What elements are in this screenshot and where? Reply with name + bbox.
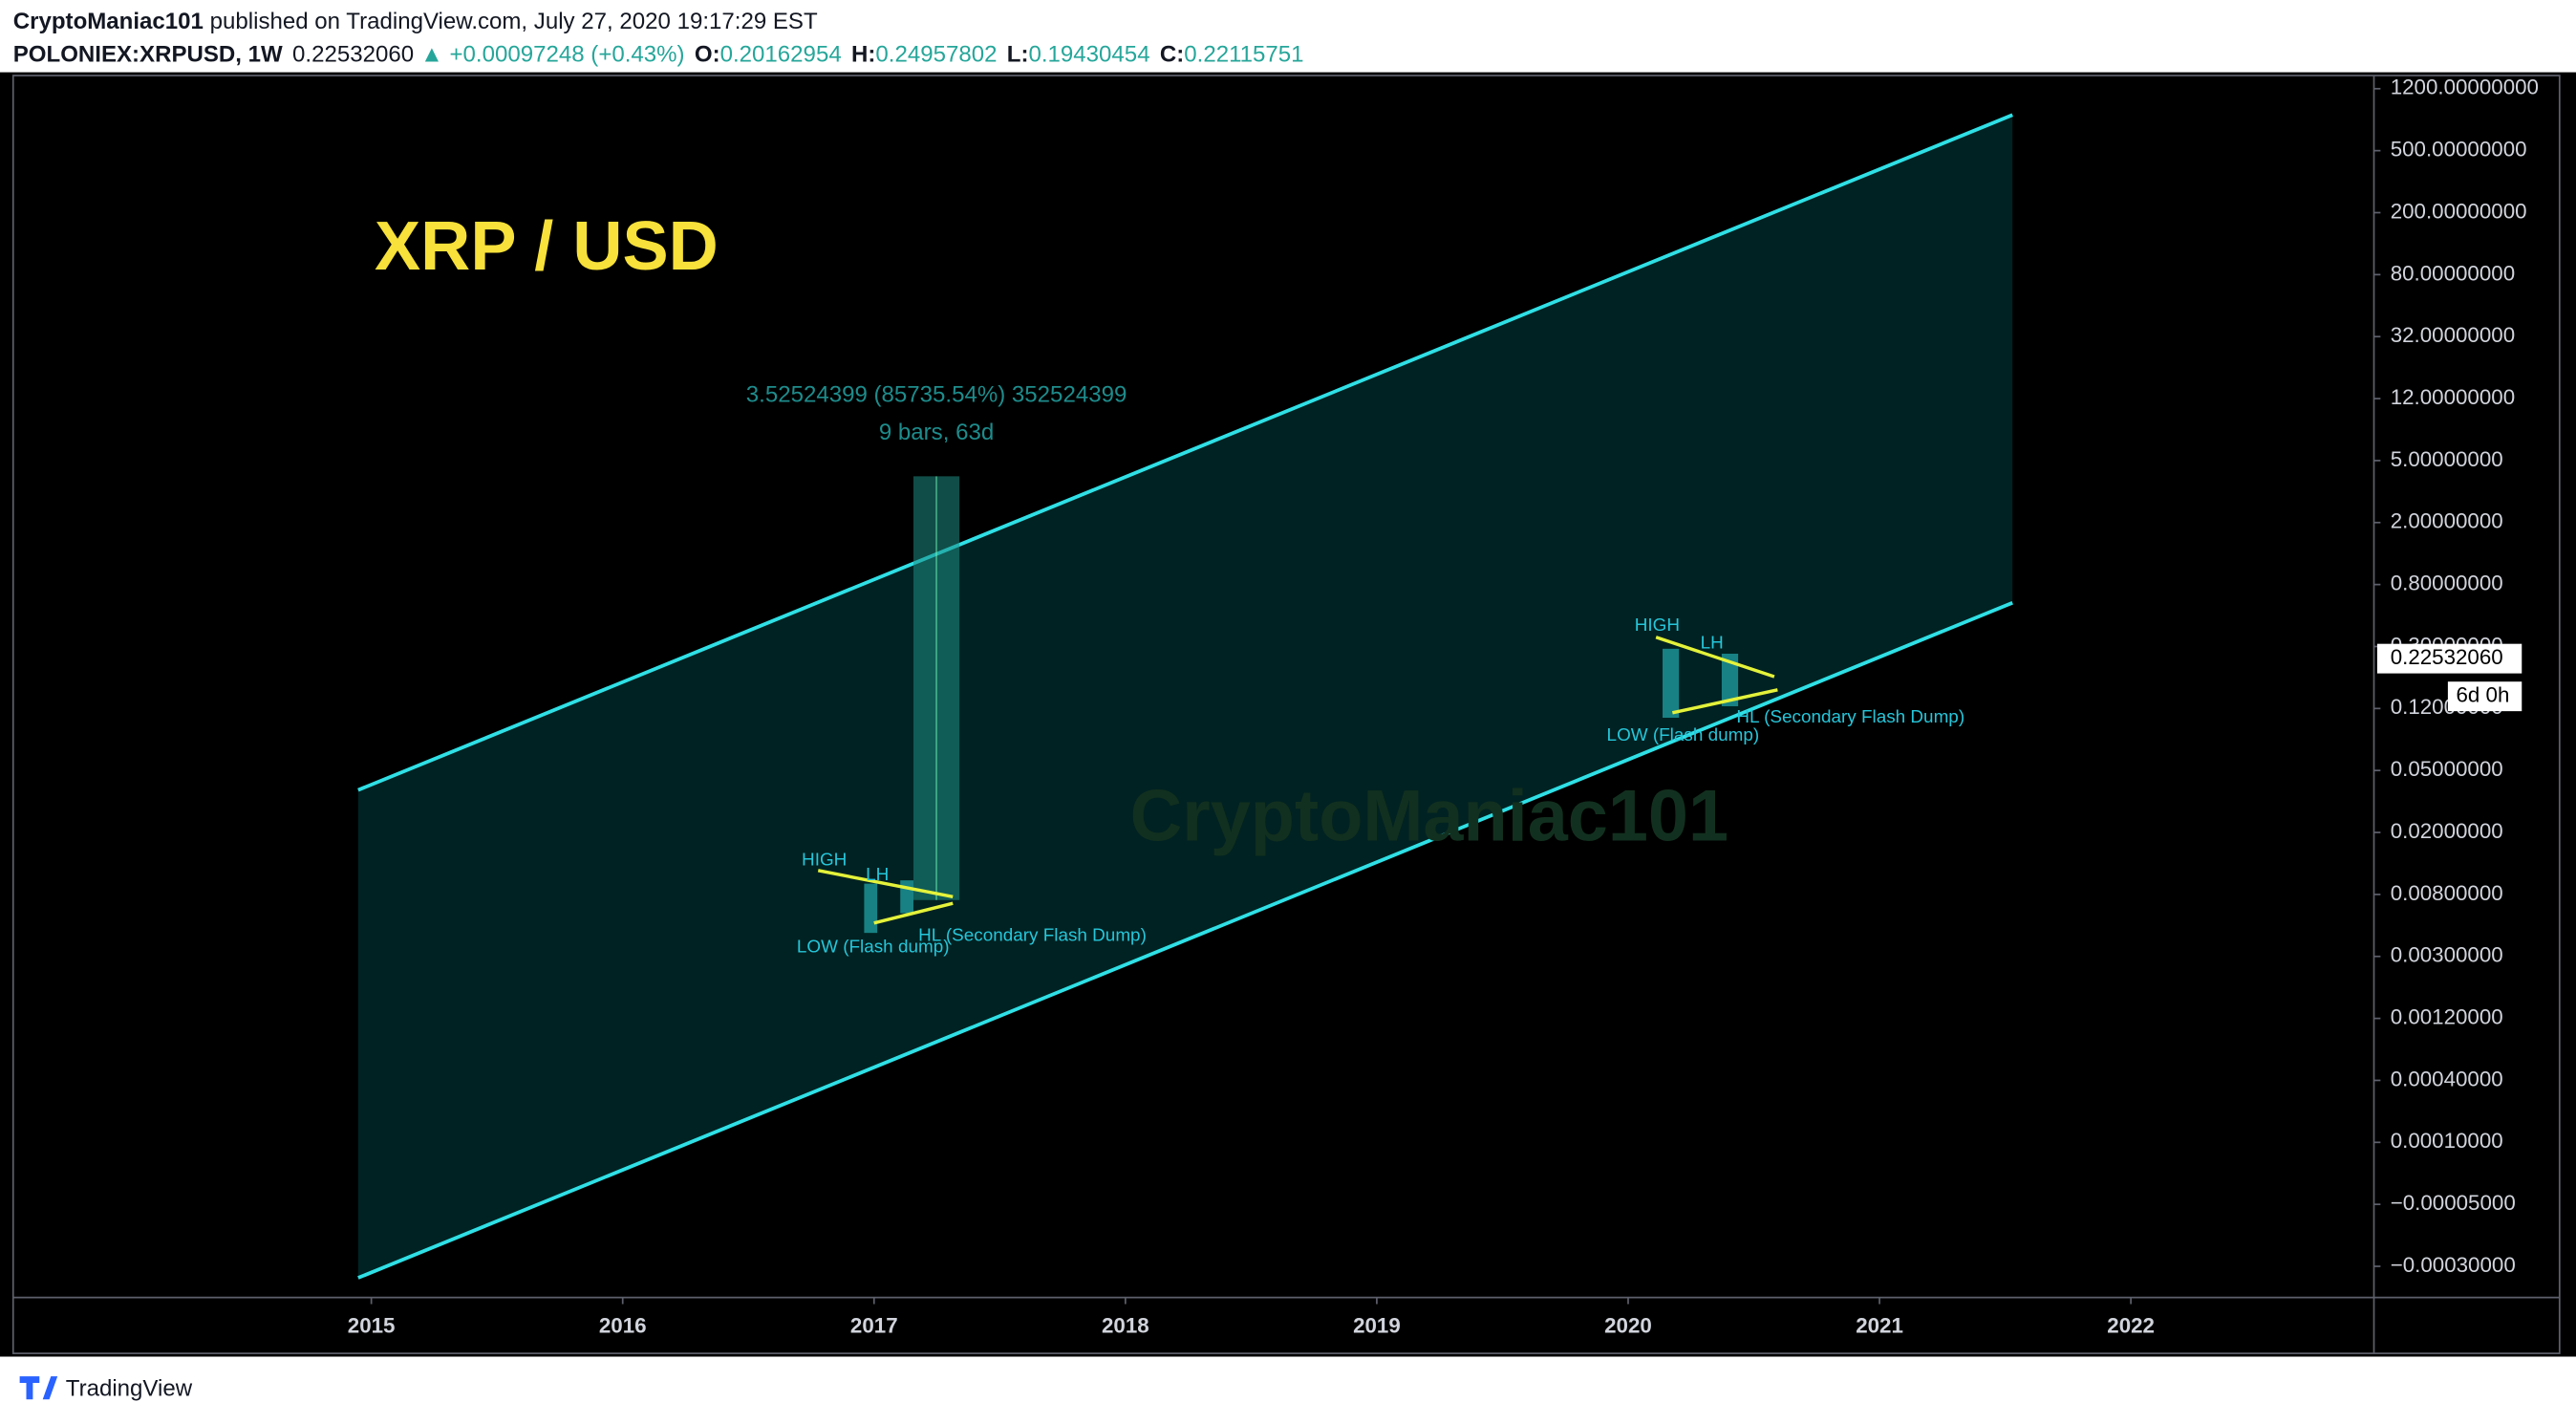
y-tick-label: 5.00000000 <box>2391 447 2503 471</box>
y-tick-label: 0.05000000 <box>2391 757 2503 781</box>
chart-background <box>0 72 2576 1357</box>
annotation: LH <box>1701 634 1724 654</box>
high: 0.24957802 <box>875 42 997 68</box>
watermark: CryptoManiac101 <box>1130 776 1728 856</box>
countdown-box <box>2447 681 2522 712</box>
annotation: 9 bars, 63d <box>879 420 994 445</box>
x-tick-label: 2018 <box>1102 1314 1149 1338</box>
price-label: 0.22532060 <box>2391 645 2503 669</box>
annotation: HIGH <box>802 851 847 871</box>
channel-lower <box>357 600 2013 1280</box>
low-label: L: <box>1007 42 1029 68</box>
y-tick-label: −0.00005000 <box>2391 1191 2516 1215</box>
x-tick-label: 2015 <box>348 1314 396 1338</box>
change: ▲ +0.00097248 (+0.43%) <box>420 42 685 68</box>
channel-upper <box>357 113 2013 792</box>
annotation: HIGH <box>1635 615 1680 636</box>
y-tick-label: 0.00040000 <box>2391 1067 2503 1090</box>
y-tick-label: 0.00010000 <box>2391 1129 2503 1153</box>
annotation: 3.52524399 (85735.54%) 352524399 <box>746 382 1127 408</box>
flash-box <box>1663 648 1680 719</box>
annotation: HL (Secondary Flash Dump) <box>918 926 1147 946</box>
brand: TradingView <box>66 1375 193 1401</box>
open-label: O: <box>695 42 720 68</box>
footer-bar <box>0 1356 2576 1424</box>
annotation: HL (Secondary Flash Dump) <box>1736 707 1964 727</box>
triangle-line <box>873 901 954 925</box>
published: published on TradingView.com, July 27, 2… <box>204 9 818 34</box>
open: 0.20162954 <box>720 42 842 68</box>
symbol: POLONIEX:XRPUSD, 1W <box>13 42 283 68</box>
y-tick-label: 200.00000000 <box>2391 199 2527 223</box>
annotation: LOW (Flash dump) <box>797 938 950 958</box>
y-tick-label: 0.00120000 <box>2391 1005 2503 1029</box>
y-tick-label: 500.00000000 <box>2391 138 2527 162</box>
high-label: H: <box>851 42 875 68</box>
header-line-1: CryptoManiac101 published on TradingView… <box>13 9 818 34</box>
y-tick-label: 0.00800000 <box>2391 881 2503 905</box>
y-tick-label: 80.00000000 <box>2391 261 2515 285</box>
y-tick-label: 0.80000000 <box>2391 572 2503 595</box>
close: 0.22115751 <box>1184 42 1303 68</box>
y-tick-label: −0.00030000 <box>2391 1253 2516 1277</box>
price-label-box <box>2376 643 2522 674</box>
triangle-line <box>1655 636 1775 679</box>
y-tick-label: 0.02000000 <box>2391 819 2503 843</box>
y-tick-label: 32.00000000 <box>2391 323 2515 347</box>
x-tick-label: 2019 <box>1353 1314 1401 1338</box>
close-label: C: <box>1160 42 1184 68</box>
plot: 1200.00000000 500.00000000 200.00000000 80.… <box>348 76 2539 1338</box>
annotation: LH <box>866 865 889 885</box>
channel-fill <box>357 115 2013 1279</box>
triangle-line <box>817 869 954 899</box>
annotation: LOW (Flash dump) <box>1607 725 1760 745</box>
flash-box <box>1721 653 1739 706</box>
author: CryptoManiac101 <box>13 9 204 34</box>
x-tick-label: 2022 <box>2107 1314 2155 1338</box>
flash-box <box>864 883 878 934</box>
x-tick-label: 2017 <box>850 1314 898 1338</box>
countdown: 6d 0h <box>2456 683 2509 707</box>
tradingview-logo <box>19 1376 58 1400</box>
header-line-2: POLONIEX:XRPUSD, 1W 0.22532060 ▲ +0.000972… <box>13 42 1304 68</box>
annotation: XRP / USD <box>375 208 719 285</box>
x-tick-label: 2021 <box>1856 1314 1903 1338</box>
x-tick-label: 2020 <box>1604 1314 1652 1338</box>
triangle-line <box>1671 688 1778 715</box>
low: 0.19430454 <box>1028 42 1149 68</box>
y-tick-label: 2.00000000 <box>2391 509 2503 533</box>
chart-border <box>11 75 2561 1354</box>
y-tick-label: 0.00300000 <box>2391 943 2503 967</box>
y-tick-label: 1200.00000000 <box>2391 76 2539 99</box>
y-tick-label: 12.00000000 <box>2391 385 2515 409</box>
x-tick-label: 2016 <box>599 1314 647 1338</box>
last: 0.22532060 <box>292 42 414 68</box>
